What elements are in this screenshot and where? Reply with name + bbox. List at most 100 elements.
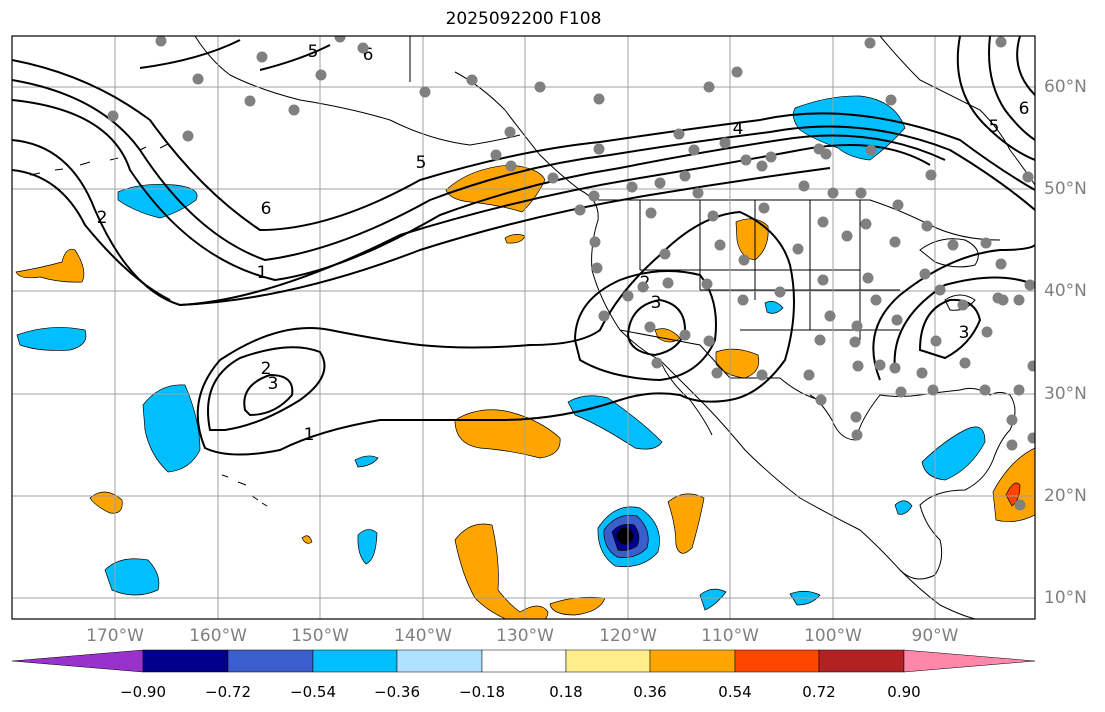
station-marker <box>182 130 194 142</box>
negative-anomaly-region <box>357 529 378 565</box>
station-marker <box>855 187 867 199</box>
station-marker <box>947 239 959 251</box>
station-marker <box>756 369 768 381</box>
station-marker <box>765 151 777 163</box>
station-marker <box>850 411 862 423</box>
latitude-label: 30°N <box>1044 384 1087 404</box>
station-marker <box>589 236 601 248</box>
longitude-label: 110°W <box>701 626 759 646</box>
low-contour-3 <box>243 373 294 417</box>
colorbar-tick-label: −0.18 <box>459 683 505 701</box>
station-marker <box>701 278 713 290</box>
station-marker <box>824 310 836 322</box>
station-marker <box>864 37 876 49</box>
longitude-label: 140°W <box>394 626 452 646</box>
station-marker <box>921 220 933 232</box>
latitude-label: 50°N <box>1044 179 1087 199</box>
central-america-coastline <box>899 569 976 619</box>
longitude-label: 150°W <box>291 626 349 646</box>
station-marker <box>740 154 752 166</box>
station-marker <box>892 199 904 211</box>
station-marker <box>588 190 600 202</box>
station-marker <box>591 262 603 274</box>
aleutian-islands <box>29 143 169 176</box>
contour-label: 3 <box>268 374 279 394</box>
negative-anomaly-region <box>354 455 379 468</box>
colorbar-extend-min <box>11 649 144 673</box>
station-marker <box>719 137 731 149</box>
station-marker <box>980 237 992 249</box>
station-marker <box>891 314 903 326</box>
contour-label: 5 <box>989 117 1000 137</box>
station-marker <box>995 258 1007 270</box>
station-marker <box>679 170 691 182</box>
station-marker <box>707 210 719 222</box>
station-marker <box>927 384 939 396</box>
colorbar-tick-label: −0.72 <box>205 683 251 701</box>
station-marker <box>959 357 971 369</box>
station-marker <box>851 429 863 441</box>
longitude-label: 130°W <box>496 626 554 646</box>
station-marker <box>1022 171 1034 183</box>
station-marker <box>659 248 671 260</box>
latitude-label: 60°N <box>1044 77 1087 97</box>
colorbar-swatch <box>565 649 651 673</box>
station-marker <box>107 110 119 122</box>
station-marker <box>934 284 946 296</box>
station-marker <box>673 128 685 140</box>
negative-anomaly-region <box>764 301 784 314</box>
station-marker <box>841 230 853 242</box>
station-marker <box>244 95 256 107</box>
longitude-label: 120°W <box>599 626 657 646</box>
colorbar-swatch <box>649 649 736 673</box>
colorbar-tick-label: 0.18 <box>549 683 583 701</box>
contour-label: 5 <box>308 42 319 62</box>
station-marker <box>852 360 864 372</box>
station-marker <box>662 277 674 289</box>
contour-label: 6 <box>363 45 374 65</box>
positive-anomaly-region <box>15 248 85 283</box>
station-marker <box>574 204 586 216</box>
station-marker <box>637 281 649 293</box>
latitude-label: 20°N <box>1044 486 1087 506</box>
colorbar-tick-label: −0.36 <box>374 683 420 701</box>
colorbar-tick-label: 0.90 <box>887 683 921 701</box>
station-marker <box>703 81 715 93</box>
station-marker <box>815 394 827 406</box>
longitude-label: 170°W <box>86 626 144 646</box>
positive-anomaly-region <box>454 523 549 619</box>
station-marker <box>1027 360 1035 372</box>
station-marker <box>490 149 502 161</box>
station-marker <box>919 268 931 280</box>
contour-label: 3 <box>651 293 662 313</box>
latitude-label: 40°N <box>1044 281 1087 301</box>
station-marker <box>817 274 829 286</box>
station-marker <box>644 321 656 333</box>
colorbar-swatch <box>227 649 314 673</box>
positive-anomaly-region <box>454 409 561 459</box>
hawaii-islands <box>221 474 268 507</box>
station-marker <box>851 320 863 332</box>
us-mexico-border <box>619 329 821 401</box>
negative-anomaly-region <box>117 183 198 219</box>
colorbar-tick-label: 0.72 <box>802 683 836 701</box>
station-markers <box>107 36 1035 511</box>
station-marker <box>930 335 942 347</box>
negative-anomaly-region <box>16 327 87 351</box>
contour-label: 1 <box>304 425 315 445</box>
station-marker <box>688 144 700 156</box>
station-marker <box>192 73 204 85</box>
alaska-coast <box>194 36 521 146</box>
baja-coastline <box>659 359 713 436</box>
negative-anomaly-region <box>699 588 727 611</box>
great-lakes <box>919 238 979 311</box>
station-marker <box>419 86 431 98</box>
station-marker <box>654 177 666 189</box>
station-marker <box>981 326 993 338</box>
station-marker <box>817 216 829 228</box>
station-marker <box>1024 279 1035 291</box>
station-marker <box>593 143 605 155</box>
station-marker <box>756 160 768 172</box>
contour-label: 2 <box>97 208 108 228</box>
station-marker <box>315 69 327 81</box>
